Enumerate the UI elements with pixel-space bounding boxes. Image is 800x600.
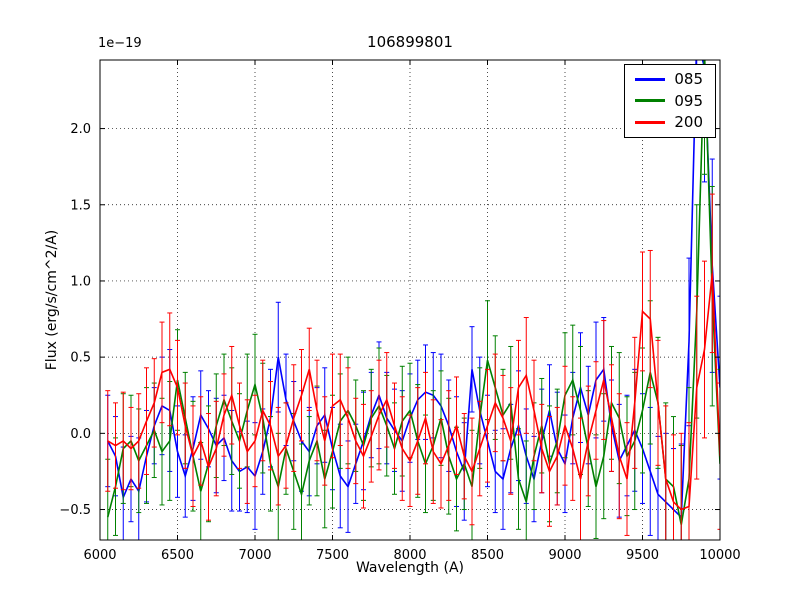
legend: 085 095 200 [624, 64, 716, 138]
grid [99, 60, 721, 540]
x-tick-label: 6000 [83, 548, 116, 563]
series-200 [105, 193, 720, 540]
legend-label: 200 [674, 113, 703, 131]
x-tick-label: 8500 [471, 548, 504, 563]
legend-entry: 200 [635, 114, 703, 131]
tick-marks [99, 60, 721, 540]
x-tick-label: 6500 [161, 548, 194, 563]
x-tick-label: 7500 [316, 548, 349, 563]
legend-entry: 095 [635, 91, 703, 110]
x-tick-label: 9500 [626, 548, 659, 563]
y-tick-label: 1.0 [70, 274, 91, 289]
x-axis-label: Wavelength (A) [355, 560, 464, 576]
y-tick-label: 1.5 [70, 198, 91, 213]
y-tick-label: 2.0 [70, 122, 91, 137]
y-axis-offset-text: 1e−19 [98, 36, 142, 51]
legend-label: 085 [674, 70, 703, 88]
y-tick-label: −0.5 [59, 503, 91, 518]
x-tick-label: 7000 [238, 548, 271, 563]
tick-labels: 6000 6500 7000 7500 8000 8500 9000 9500 10000 −0.… [59, 122, 740, 563]
y-axis-label: Flux (erg/s/cm^2/A) [44, 229, 60, 371]
legend-line-sample-red [635, 120, 666, 124]
y-tick-label: 0.0 [70, 427, 91, 442]
legend-line-sample-blue [635, 77, 666, 81]
plot-title: 106899801 [367, 33, 453, 51]
x-tick-label: 8000 [393, 548, 426, 563]
y-tick-label: 0.5 [70, 351, 91, 366]
x-tick-label: 10000 [699, 548, 740, 563]
x-tick-label: 9000 [548, 548, 581, 563]
legend-label: 095 [674, 91, 703, 110]
legend-entry: 085 [635, 71, 703, 88]
legend-line-sample-green [635, 99, 666, 103]
